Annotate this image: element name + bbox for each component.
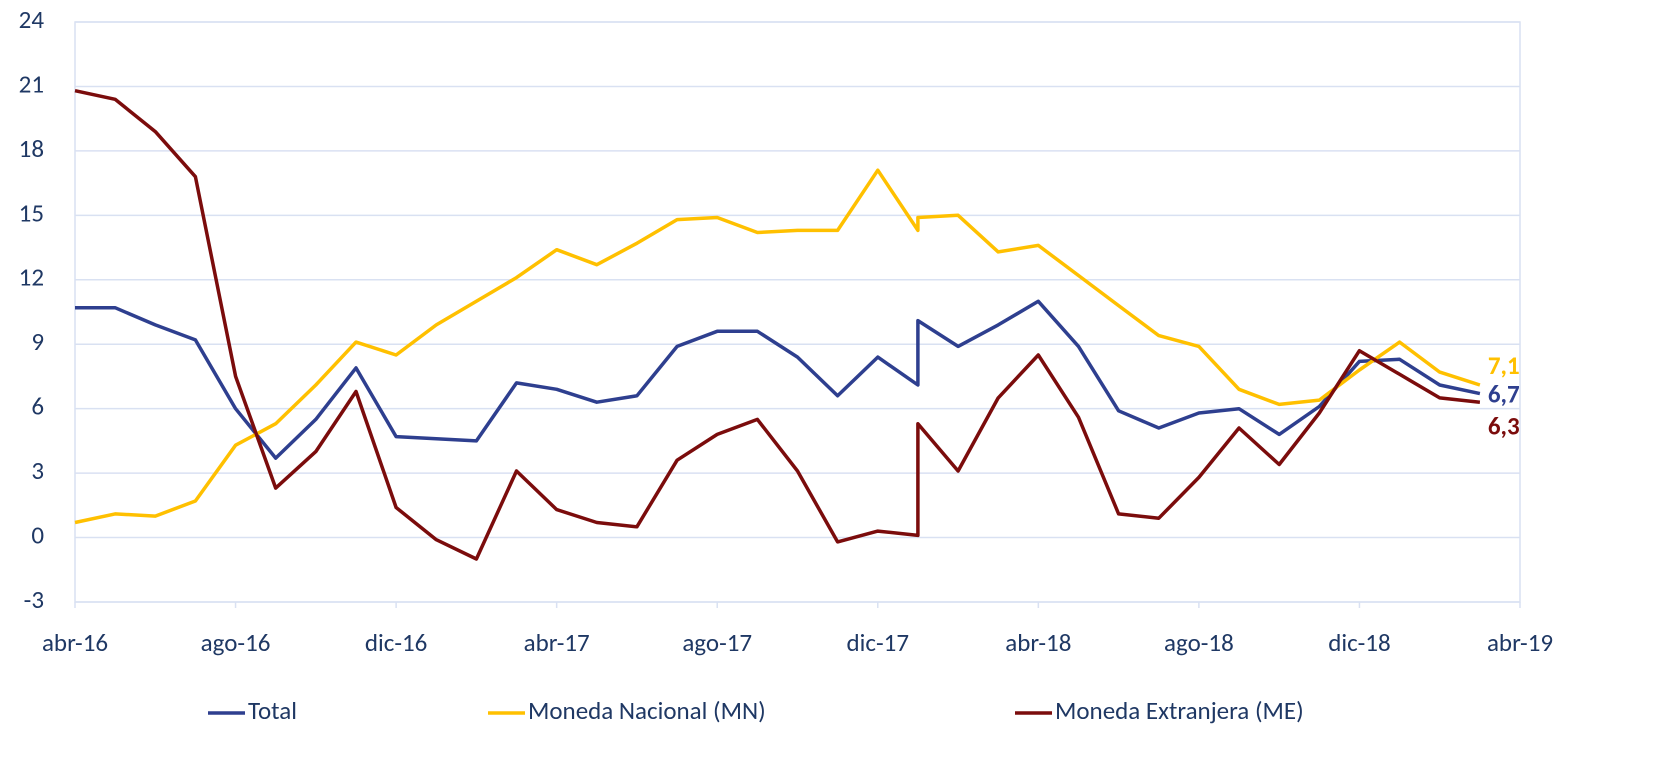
- y-tick-label: 24: [19, 4, 45, 35]
- data-label: 6,3: [1488, 410, 1520, 441]
- y-tick-label: 9: [31, 326, 44, 357]
- legend-label: Moneda Extranjera (ME): [1055, 695, 1304, 726]
- x-tick-label: dic-16: [365, 627, 427, 658]
- y-tick-label: 3: [31, 455, 44, 486]
- y-tick-label: 18: [19, 133, 44, 164]
- x-tick-label: abr-17: [524, 627, 590, 658]
- x-tick-label: ago-17: [682, 627, 752, 658]
- y-tick-label: 0: [31, 520, 44, 551]
- series-line: [74, 88, 1481, 561]
- x-tick-label: dic-17: [847, 627, 909, 658]
- plot-frame: [74, 21, 1521, 603]
- data-label: 7,1: [1488, 350, 1520, 381]
- x-tick-label: abr-16: [42, 627, 108, 658]
- y-tick-label: -3: [24, 584, 44, 615]
- y-tick-label: 12: [19, 262, 44, 293]
- x-tick-label: abr-18: [1005, 627, 1071, 658]
- legend-label: Total: [248, 695, 297, 726]
- series-line: [74, 168, 1481, 525]
- y-tick-label: 6: [31, 391, 44, 422]
- legend-label: Moneda Nacional (MN): [528, 695, 766, 726]
- x-tick-label: ago-16: [201, 627, 271, 658]
- x-tick-label: dic-18: [1328, 627, 1390, 658]
- x-tick-label: ago-18: [1164, 627, 1234, 658]
- x-tick-label: abr-19: [1487, 627, 1553, 658]
- data-label: 6,7: [1488, 379, 1520, 410]
- y-tick-label: 21: [19, 68, 44, 99]
- y-tick-label: 15: [19, 197, 44, 228]
- series-line: [75, 299, 1481, 460]
